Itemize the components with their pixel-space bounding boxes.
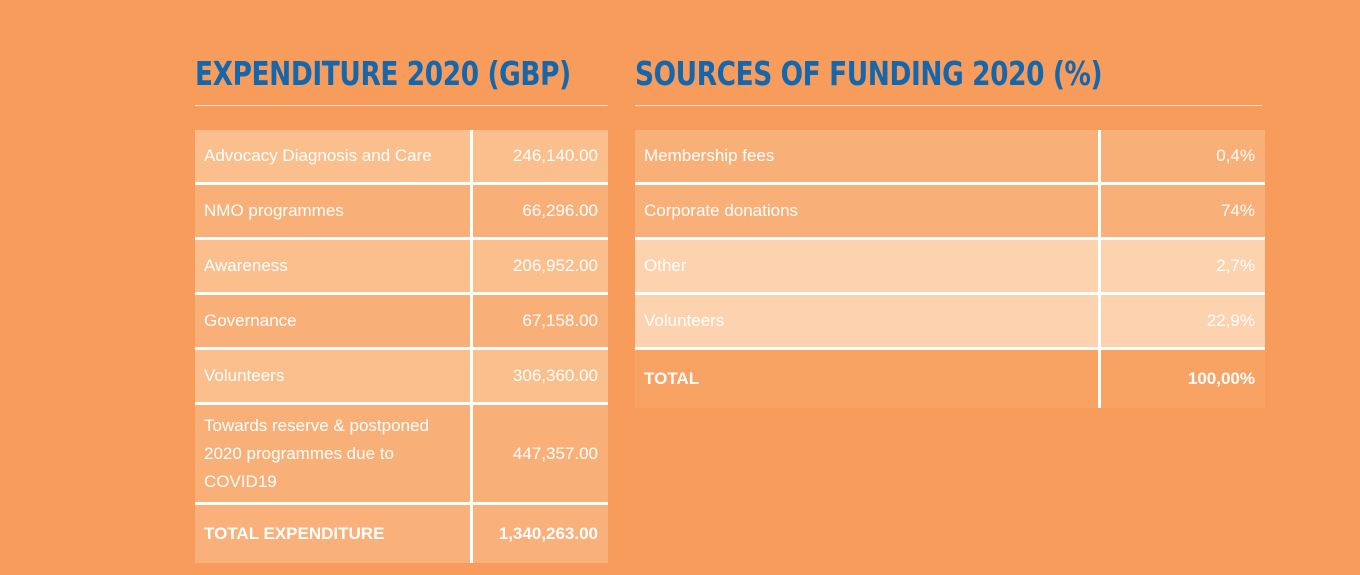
funding-table: Membership fees 0,4% Corporate donations… [635,130,1265,408]
table-row: Volunteers 22,9% [635,295,1265,350]
row-value: 2,7% [1216,256,1255,275]
row-value: 67,158.00 [522,311,598,330]
row-value: 246,140.00 [512,146,598,165]
row-label: Other [635,240,1101,292]
row-value: 206,952.00 [512,256,598,275]
row-label: Corporate donations [635,185,1101,237]
row-label: Volunteers [635,295,1101,347]
row-value: 74% [1220,201,1255,220]
table-row: Awareness 206,952.00 [195,240,608,295]
row-label: Advocacy Diagnosis and Care [195,130,473,182]
funding-section: SOURCES OF FUNDING 2020 (%) Membership f… [635,0,1265,408]
funding-title: SOURCES OF FUNDING 2020 (%) [635,0,1263,106]
table-row: Other 2,7% [635,240,1265,295]
row-label: NMO programmes [195,185,473,237]
row-label: Membership fees [635,130,1101,182]
expenditure-title: EXPENDITURE 2020 (GBP) [195,0,608,106]
row-value: 306,360.00 [512,366,598,385]
table-row: Corporate donations 74% [635,185,1265,240]
total-label: TOTAL EXPENDITURE [195,505,473,563]
row-value: 22,9% [1206,311,1255,330]
total-row: TOTAL EXPENDITURE 1,340,263.00 [195,505,608,563]
table-row: NMO programmes 66,296.00 [195,185,608,240]
total-label: TOTAL [635,350,1101,408]
row-label: Governance [195,295,473,347]
row-label: Awareness [195,240,473,292]
row-label: Volunteers [195,350,473,402]
row-label: Towards reserve & postponed 2020 program… [195,405,473,502]
table-row: Governance 67,158.00 [195,295,608,350]
expenditure-table: Advocacy Diagnosis and Care 246,140.00 N… [195,130,608,563]
total-value: 1,340,263.00 [498,524,598,543]
row-value: 0,4% [1216,146,1255,165]
row-value: 447,357.00 [512,443,598,463]
table-row: Advocacy Diagnosis and Care 246,140.00 [195,130,608,185]
expenditure-section: EXPENDITURE 2020 (GBP) Advocacy Diagnosi… [195,0,608,563]
table-row: Towards reserve & postponed 2020 program… [195,405,608,505]
table-row: Volunteers 306,360.00 [195,350,608,405]
total-value: 100,00% [1187,369,1255,388]
total-row: TOTAL 100,00% [635,350,1265,408]
row-value: 66,296.00 [522,201,598,220]
table-row: Membership fees 0,4% [635,130,1265,185]
